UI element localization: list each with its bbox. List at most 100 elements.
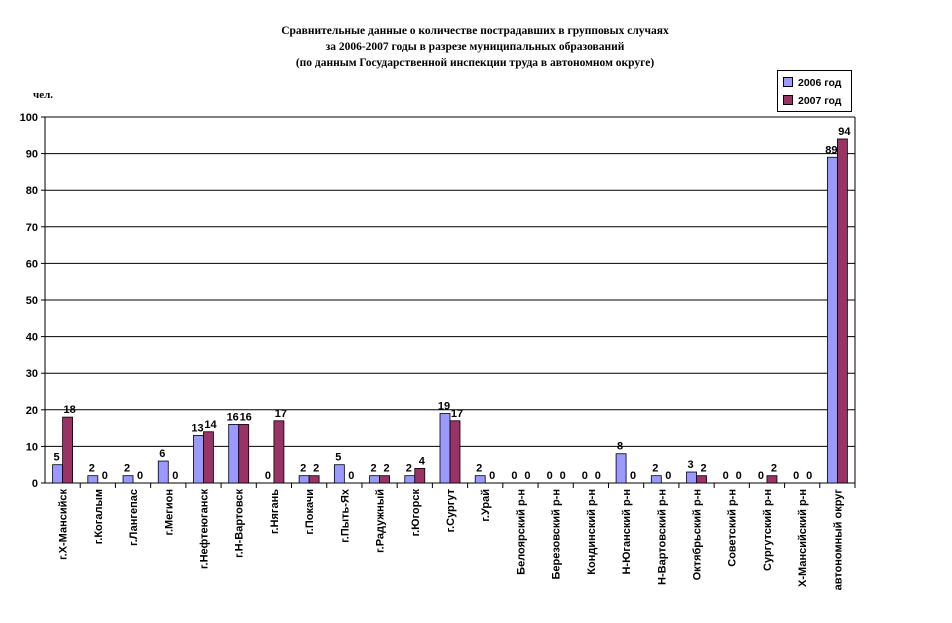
- bar-2007: [203, 431, 214, 484]
- data-label-2007: 2: [384, 463, 390, 475]
- y-tick-label: 40: [26, 332, 38, 344]
- legend-swatch-2007: [783, 95, 793, 106]
- x-category-label: г.Н-Вартовск: [234, 489, 246, 558]
- legend-item-2007: 2007 год: [783, 94, 841, 108]
- bar-2007: [62, 416, 74, 484]
- y-tick-label: 0: [32, 478, 38, 490]
- legend-item-2006: 2006 год: [783, 76, 841, 90]
- data-label-2007: 17: [451, 408, 463, 420]
- x-category-label: г.Мегион: [163, 489, 175, 536]
- data-label-2006: 16: [227, 411, 239, 423]
- data-label-2006: 0: [758, 470, 764, 482]
- x-category-label: г.Покачи: [304, 489, 316, 535]
- data-label-2007: 0: [665, 470, 671, 482]
- data-label-2006: 13: [191, 422, 203, 434]
- data-label-2007: 0: [806, 470, 812, 482]
- x-category-label: г.Урай: [480, 489, 492, 522]
- data-label-2006: 5: [335, 452, 341, 464]
- data-label-2006: 2: [652, 463, 658, 475]
- bar-2006: [298, 475, 310, 484]
- data-label-2007: 2: [313, 463, 319, 475]
- x-category-label: Березовский р-н: [551, 489, 563, 580]
- data-label-2006: 2: [406, 463, 412, 475]
- x-category-label: Белоярский р-н: [515, 489, 527, 575]
- y-tick-label: 60: [26, 258, 38, 270]
- x-category-label: г.Сургут: [445, 488, 457, 532]
- legend-label-2006: 2006 год: [798, 77, 842, 89]
- data-label-2006: 5: [54, 452, 60, 464]
- y-tick-label: 50: [26, 295, 38, 307]
- x-category-label: Советский р-н: [727, 489, 739, 567]
- bar-2007: [449, 420, 461, 484]
- bar-2007: [379, 475, 390, 484]
- data-label-2006: 2: [300, 463, 306, 475]
- bar-2006: [439, 413, 451, 484]
- y-tick-label: 80: [26, 185, 38, 197]
- legend-swatch-2006: [783, 77, 793, 88]
- data-label-2006: 19: [438, 400, 450, 412]
- x-category-label: г.Когалым: [93, 489, 105, 544]
- chart-title-line-1: Сравнительные данные о количестве постра…: [281, 25, 669, 37]
- bar-2006: [333, 464, 345, 484]
- data-label-2006: 2: [371, 463, 377, 475]
- data-label-2007: 0: [595, 470, 601, 482]
- data-label-2007: 4: [419, 455, 426, 467]
- data-label-2007: 2: [771, 463, 777, 475]
- x-category-label: Сургутский р-н: [762, 489, 774, 571]
- bar-2007: [238, 424, 250, 484]
- data-label-2006: 8: [617, 441, 623, 453]
- bar-2007: [696, 475, 707, 484]
- data-label-2007: 0: [348, 470, 354, 482]
- x-category-label: Х-Мансийский р-н: [797, 489, 809, 587]
- data-label-2007: 0: [630, 470, 636, 482]
- data-label-2007: 94: [838, 126, 851, 138]
- x-category-label: г.Нефтеюганск: [198, 489, 210, 569]
- data-label-2007: 14: [204, 419, 217, 431]
- data-label-2007: 0: [137, 470, 143, 482]
- data-label-2007: 18: [63, 404, 75, 416]
- x-category-label: г.Лангепас: [128, 489, 140, 546]
- y-tick-label: 20: [26, 405, 38, 417]
- bar-2006: [193, 435, 204, 484]
- data-label-2006: 6: [159, 448, 165, 460]
- data-label-2007: 0: [736, 470, 742, 482]
- bar-2007: [414, 467, 426, 484]
- bar-2006: [615, 453, 627, 484]
- data-label-2007: 16: [240, 411, 252, 423]
- data-label-2007: 17: [275, 408, 287, 420]
- y-tick-label: 100: [20, 112, 38, 124]
- x-category-label: г.Нягань: [269, 489, 281, 534]
- x-category-label: г.Х-Мансийск: [58, 489, 70, 560]
- y-tick-label: 10: [26, 441, 38, 453]
- data-label-2007: 0: [172, 470, 178, 482]
- bar-2006: [404, 475, 416, 484]
- data-label-2006: 0: [547, 470, 553, 482]
- y-axis-unit-label: чел.: [33, 89, 54, 101]
- x-category-label: г.Югорск: [410, 489, 422, 537]
- data-label-2006: 0: [265, 470, 271, 482]
- legend: 2006 год 2007 год: [777, 70, 852, 112]
- x-category-label: г.Радужный: [375, 489, 387, 553]
- y-tick-label: 70: [26, 222, 38, 234]
- legend-label-2007: 2007 год: [798, 95, 842, 107]
- data-label-2006: 3: [687, 459, 693, 471]
- bar-2006: [52, 464, 64, 484]
- x-category-label: автономный округ: [832, 489, 844, 591]
- bar-2006: [650, 475, 662, 484]
- chart-title-line-2: за 2006-2007 годы в разрезе муниципальны…: [325, 41, 625, 53]
- bar-2007: [836, 138, 848, 484]
- data-label-2006: 2: [124, 463, 130, 475]
- bar-2006: [157, 460, 169, 484]
- bar-2006: [474, 475, 486, 484]
- data-label-2007: 0: [102, 470, 108, 482]
- bar-2007: [273, 420, 285, 484]
- y-tick-label: 30: [26, 368, 38, 380]
- bar-2006: [87, 475, 99, 484]
- data-label-2006: 89: [825, 144, 837, 156]
- chart-title-line-3: (по данным Государственной инспекции тру…: [295, 57, 655, 69]
- data-label-2006: 2: [476, 463, 482, 475]
- data-label-2006: 0: [723, 470, 729, 482]
- bar-2006: [826, 156, 838, 484]
- bar-2006: [228, 424, 240, 484]
